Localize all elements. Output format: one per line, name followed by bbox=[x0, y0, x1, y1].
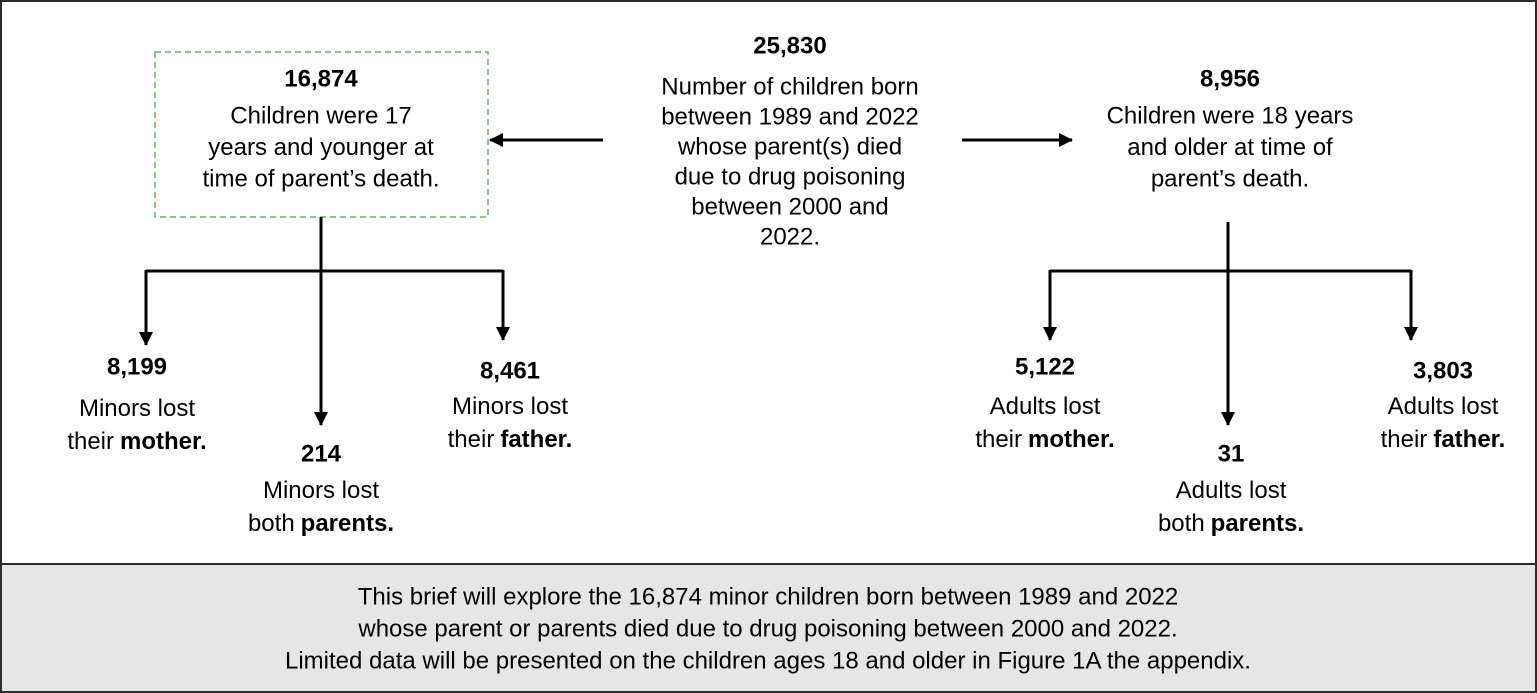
node-text: their mother. bbox=[67, 428, 206, 455]
node-text: their father. bbox=[1381, 426, 1506, 453]
node-text: and older at time of bbox=[1127, 134, 1333, 161]
node-text: between 1989 and 2022 bbox=[661, 103, 919, 130]
leaf-number: 31 bbox=[1218, 440, 1245, 467]
total-number: 25,830 bbox=[753, 32, 826, 59]
text-part: their bbox=[67, 428, 114, 455]
node-text: both parents. bbox=[248, 510, 394, 537]
text-part: Minors lost bbox=[79, 395, 195, 422]
text-part: their bbox=[1381, 426, 1428, 453]
node-text: Children were 18 years bbox=[1107, 102, 1354, 129]
node-text: Adults lost bbox=[1176, 477, 1287, 504]
text-part: their bbox=[448, 426, 495, 453]
bold-part: mother. bbox=[120, 428, 207, 455]
node-text: their father. bbox=[448, 426, 573, 453]
tree-line bbox=[1050, 222, 1411, 273]
node-text: Minors lost bbox=[79, 395, 195, 422]
node-text: years and younger at bbox=[208, 134, 434, 161]
footer-text: Limited data will be presented on the ch… bbox=[285, 647, 1251, 674]
node-text: time of parent’s death. bbox=[202, 165, 439, 192]
node-text: between 2000 and bbox=[691, 193, 889, 220]
node-text: whose parent(s) died bbox=[677, 133, 902, 160]
leaf-number: 8,461 bbox=[480, 357, 540, 384]
node-text: Minors lost bbox=[263, 477, 379, 504]
bold-part: father. bbox=[500, 426, 572, 453]
bold-part: parents. bbox=[301, 510, 394, 537]
group-number: 8,956 bbox=[1200, 65, 1260, 92]
leaf-number: 3,803 bbox=[1413, 357, 1473, 384]
leaf-number: 5,122 bbox=[1015, 353, 1075, 380]
node-text: Number of children born bbox=[661, 73, 918, 100]
node-text: Children were 17 bbox=[230, 102, 411, 129]
text-part: both bbox=[1158, 510, 1205, 537]
bold-part: father. bbox=[1433, 426, 1505, 453]
node-text: Adults lost bbox=[990, 393, 1101, 420]
node-text: both parents. bbox=[1158, 510, 1304, 537]
connectors bbox=[139, 133, 1418, 426]
leaf-number: 8,199 bbox=[107, 353, 167, 380]
footer-text: This brief will explore the 16,874 minor… bbox=[358, 583, 1179, 610]
text-part: Adults lost bbox=[1388, 393, 1499, 420]
node-text: 2022. bbox=[760, 223, 820, 250]
leaf-number: 214 bbox=[301, 440, 342, 467]
tree-line bbox=[146, 217, 503, 273]
node-text: Adults lost bbox=[1388, 393, 1499, 420]
text-part: their bbox=[975, 426, 1022, 453]
node-text: Minors lost bbox=[452, 393, 568, 420]
text-part: Adults lost bbox=[990, 393, 1101, 420]
bold-part: mother. bbox=[1028, 426, 1115, 453]
node-text: their mother. bbox=[975, 426, 1114, 453]
text-part: Minors lost bbox=[452, 393, 568, 420]
text-part: Minors lost bbox=[263, 477, 379, 504]
text-part: Adults lost bbox=[1176, 477, 1287, 504]
text-part: both bbox=[248, 510, 295, 537]
footer-text: whose parent or parents died due to drug… bbox=[357, 615, 1177, 642]
node-text: parent’s death. bbox=[1151, 165, 1309, 192]
group-number: 16,874 bbox=[284, 65, 358, 92]
bold-part: parents. bbox=[1211, 510, 1304, 537]
footer-panel bbox=[0, 563, 1537, 693]
node-text: due to drug poisoning bbox=[675, 163, 906, 190]
main-panel bbox=[0, 0, 1537, 565]
